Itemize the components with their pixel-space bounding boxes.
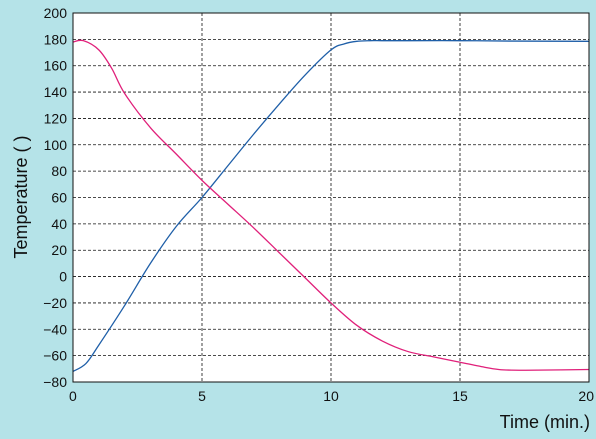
y-tick-label: −80 xyxy=(43,374,67,390)
y-tick-label: 60 xyxy=(51,190,67,206)
x-tick-label: 5 xyxy=(198,388,206,404)
y-tick-label: 200 xyxy=(44,5,68,21)
y-tick-label: 120 xyxy=(44,110,68,126)
y-tick-label: −40 xyxy=(43,321,67,337)
y-tick-label: −20 xyxy=(43,295,67,311)
x-tick-label: 20 xyxy=(578,388,594,404)
series-line-rising xyxy=(72,39,590,373)
y-tick-label: 160 xyxy=(44,58,68,74)
y-tick-label: 80 xyxy=(51,163,67,179)
x-axis-title: Time (min.) xyxy=(500,412,590,432)
y-axis-title: Temperature ( ) xyxy=(11,135,31,258)
series-line-falling xyxy=(72,39,590,371)
y-tick-label: 140 xyxy=(44,84,68,100)
x-tick-label: 0 xyxy=(69,388,77,404)
y-tick-label: 0 xyxy=(59,269,67,285)
y-tick-label: −60 xyxy=(43,348,67,364)
y-tick-label: 180 xyxy=(44,31,68,47)
plot-frame xyxy=(72,12,590,383)
series-lines xyxy=(72,39,590,373)
y-tick-label: 20 xyxy=(51,242,67,258)
y-tick-label: 100 xyxy=(44,137,68,153)
tick-labels: 200180160140120100806040200−20−40−60−800… xyxy=(43,5,594,404)
x-tick-label: 10 xyxy=(323,388,339,404)
x-tick-label: 15 xyxy=(452,388,468,404)
y-tick-label: 40 xyxy=(51,216,67,232)
